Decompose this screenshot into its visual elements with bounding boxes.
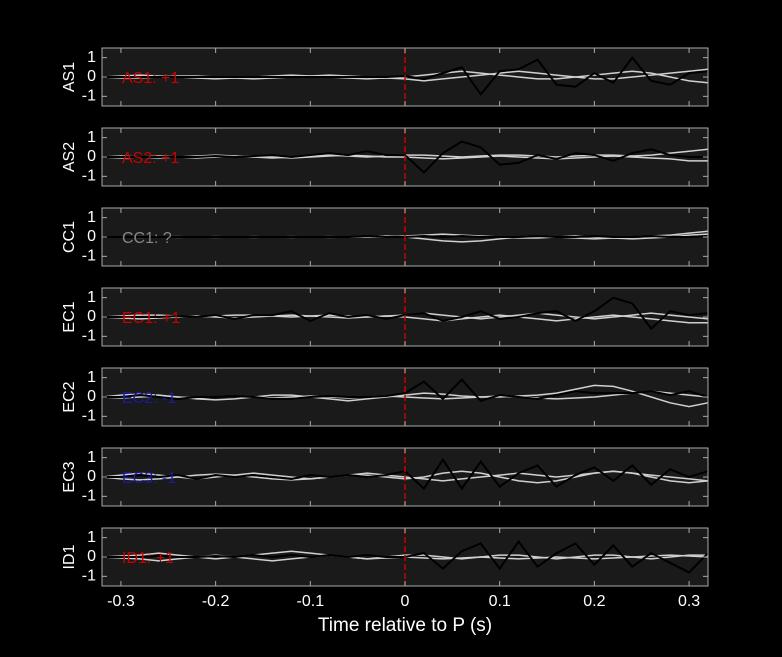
- annotation: EC2: -1: [122, 390, 176, 407]
- y-tick-label: 0: [87, 468, 96, 485]
- y-tick-label: -1: [82, 248, 96, 265]
- y-axis-label: EC3: [61, 461, 78, 492]
- y-tick-label: -1: [82, 408, 96, 425]
- y-tick-label: -1: [82, 168, 96, 185]
- waveform: [102, 378, 709, 403]
- annotation: CC1: ?: [122, 230, 172, 247]
- y-tick-label: -1: [82, 568, 96, 585]
- y-tick-label: -1: [82, 88, 96, 105]
- y-tick-label: 1: [87, 529, 96, 546]
- y-axis-label: EC1: [61, 301, 78, 332]
- x-tick-label: 0.2: [583, 593, 605, 610]
- y-tick-label: 0: [87, 148, 96, 165]
- y-tick-label: 1: [87, 289, 96, 306]
- y-tick-label: 0: [87, 308, 96, 325]
- x-tick-label: 0.3: [678, 593, 700, 610]
- y-axis-label: EC2: [61, 381, 78, 412]
- y-axis-label: AS1: [61, 62, 78, 92]
- x-tick-label: 0.1: [489, 593, 511, 610]
- x-axis-label: Time relative to P (s): [318, 615, 492, 636]
- y-axis-label: ID1: [61, 544, 78, 569]
- x-tick-label: -0.1: [297, 593, 325, 610]
- annotation: EC3: -1: [122, 470, 176, 487]
- y-tick-label: 1: [87, 129, 96, 146]
- y-tick-label: 1: [87, 449, 96, 466]
- annotation: EC1: +1: [122, 310, 180, 327]
- y-tick-label: -1: [82, 328, 96, 345]
- x-tick-label: -0.2: [202, 593, 230, 610]
- x-tick-label: -0.3: [107, 593, 135, 610]
- y-tick-label: 0: [87, 68, 96, 85]
- annotation: AS2: +1: [122, 150, 179, 167]
- annotation: AS1: +1: [122, 70, 179, 87]
- y-tick-label: 0: [87, 228, 96, 245]
- y-axis-label: CC1: [61, 221, 78, 253]
- y-axis-label: AS2: [61, 142, 78, 172]
- y-tick-label: 1: [87, 49, 96, 66]
- y-tick-label: -1: [82, 488, 96, 505]
- annotation: ID1: +1: [122, 550, 174, 567]
- y-tick-label: 0: [87, 388, 96, 405]
- y-tick-label: 1: [87, 369, 96, 386]
- x-tick-label: 0: [401, 593, 410, 610]
- y-tick-label: 1: [87, 209, 96, 226]
- y-tick-label: 0: [87, 548, 96, 565]
